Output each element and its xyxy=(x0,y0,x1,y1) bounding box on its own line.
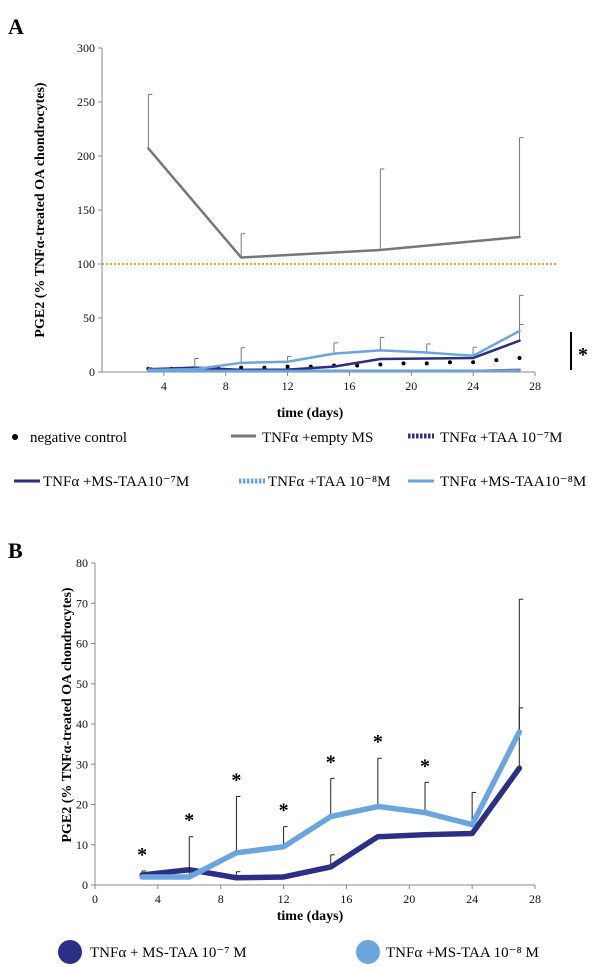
plot-a-series-0-point xyxy=(355,363,360,368)
plot-a-y-tick-label: 50 xyxy=(83,311,95,325)
plot-a-series-0-point xyxy=(471,360,476,365)
plot-b-significance-star: * xyxy=(137,844,147,866)
panel-a-letter: A xyxy=(8,14,24,39)
plot-b-y-tick-label: 50 xyxy=(76,677,88,691)
legend-b: TNFα + MS-TAA 10⁻⁷ M TNFα +MS-TAA 10⁻⁸ M xyxy=(58,940,539,964)
plot-a-x-tick-label: 4 xyxy=(161,379,167,393)
plot-b-x-tick-label: 20 xyxy=(403,892,415,906)
plot-a-x-axis-title: time (days) xyxy=(277,406,344,421)
plot-b-significance-star: * xyxy=(231,769,241,791)
plot-a-x-tick-label: 16 xyxy=(343,379,355,393)
plot-a-x-tick-label: 20 xyxy=(405,379,417,393)
legend-b-label-ms-taa-7: TNFα + MS-TAA 10⁻⁷ M xyxy=(90,945,247,961)
plot-b-x-tick-label: 24 xyxy=(466,892,478,906)
legend-marker-dot xyxy=(12,434,18,440)
legend-marker-circle xyxy=(58,940,82,964)
plot-b-series-1-line xyxy=(139,729,523,880)
legend-b-label-ms-taa-8: TNFα +MS-TAA 10⁻⁸ M xyxy=(386,945,539,961)
plot-a-series-5-line xyxy=(147,329,521,372)
plot-b-significance-star: * xyxy=(184,810,194,832)
legend-a-label-empty-ms: TNFα +empty MS xyxy=(262,430,373,446)
plot-b-significance-star: * xyxy=(326,751,336,773)
plot-a-x-tick-label: 28 xyxy=(529,379,541,393)
plot-a-y-tick-label: 100 xyxy=(77,257,95,271)
plot-b-y-tick-label: 0 xyxy=(82,878,88,892)
plot-b-significance-star: * xyxy=(373,731,383,753)
plot-b-y-tick-label: 40 xyxy=(76,717,88,731)
plot-a-series-0-point xyxy=(494,358,499,363)
legend-a-label-ms-taa-8: TNFα +MS-TAA10⁻⁸M xyxy=(440,474,586,490)
plot-b-x-tick-label: 12 xyxy=(278,892,290,906)
plot-a-x-tick-label: 8 xyxy=(223,379,229,393)
legend-a-label-ms-taa-7: TNFα +MS-TAA10⁻⁷M xyxy=(43,474,189,490)
plot-a-y-tick-label: 0 xyxy=(89,365,95,379)
plot-a-y-tick-label: 150 xyxy=(77,203,95,217)
legend-marker-circle xyxy=(356,940,380,964)
plot-a-series-0-point xyxy=(517,355,522,360)
plot-a-x-tick-label: 24 xyxy=(467,379,479,393)
plot-b-x-tick-label: 16 xyxy=(340,892,352,906)
legend-a-label-taa-8: TNFα +TAA 10⁻⁸M xyxy=(268,474,390,490)
plot-a-series-1-line xyxy=(147,147,521,259)
plot-b-y-tick-label: 80 xyxy=(76,556,88,570)
legend-a-label-negative-control: negative control xyxy=(30,430,127,446)
plot-b-significance-star: * xyxy=(420,755,430,777)
plot-b-y-tick-label: 20 xyxy=(76,798,88,812)
plot-a-significance-marker: * xyxy=(578,344,588,366)
legend-a: negative control TNFα +empty MS TNFα +TA… xyxy=(12,430,586,490)
plot-b-y-tick-label: 10 xyxy=(76,838,88,852)
plot-b-x-tick-label: 4 xyxy=(155,892,161,906)
plot-b-x-tick-label: 28 xyxy=(529,892,541,906)
plot-a-series-0-point xyxy=(424,361,429,366)
plot-b-x-axis-title: time (days) xyxy=(277,909,344,924)
plot-b-y-tick-label: 70 xyxy=(76,596,88,610)
plot-a-y-axis-title: PGE2 (% TNFα-treated OA chondrocytes) xyxy=(33,82,48,337)
plot-a-series-0-point xyxy=(378,362,383,367)
plot-a-y-tick-label: 300 xyxy=(77,41,95,55)
plot-b: 0 10 20 30 40 50 60 70 80 0 4 8 12 16 20 24 28 * * * * * * * xyxy=(76,556,541,906)
plot-a-series-0-point xyxy=(401,361,406,366)
plot-b-x-tick-label: 0 xyxy=(92,892,98,906)
plot-a-y-tick-label: 250 xyxy=(77,95,95,109)
legend-a-label-taa-7: TNFα +TAA 10⁻⁷M xyxy=(440,430,562,446)
plot-b-x-tick-label: 8 xyxy=(218,892,224,906)
plot-b-series-0-line xyxy=(139,765,523,881)
plot-a-series-0-point xyxy=(447,360,452,365)
plot-a-y-tick-label: 200 xyxy=(77,149,95,163)
plot-a-series-4-line xyxy=(147,369,521,373)
plot-b-y-tick-label: 60 xyxy=(76,637,88,651)
plot-a-x-tick-label: 12 xyxy=(282,379,294,393)
panel-b-letter: B xyxy=(8,538,23,563)
plot-b-y-tick-label: 30 xyxy=(76,757,88,771)
plot-b-y-axis-title: PGE2 (% TNFα-treated OA chondrocytes) xyxy=(60,587,75,842)
plot-a-series-0-point xyxy=(285,364,290,369)
plot-b-significance-star: * xyxy=(279,800,289,822)
plot-a: 0 50 100 150 200 250 300 4 8 12 16 20 24 28 xyxy=(77,41,557,393)
